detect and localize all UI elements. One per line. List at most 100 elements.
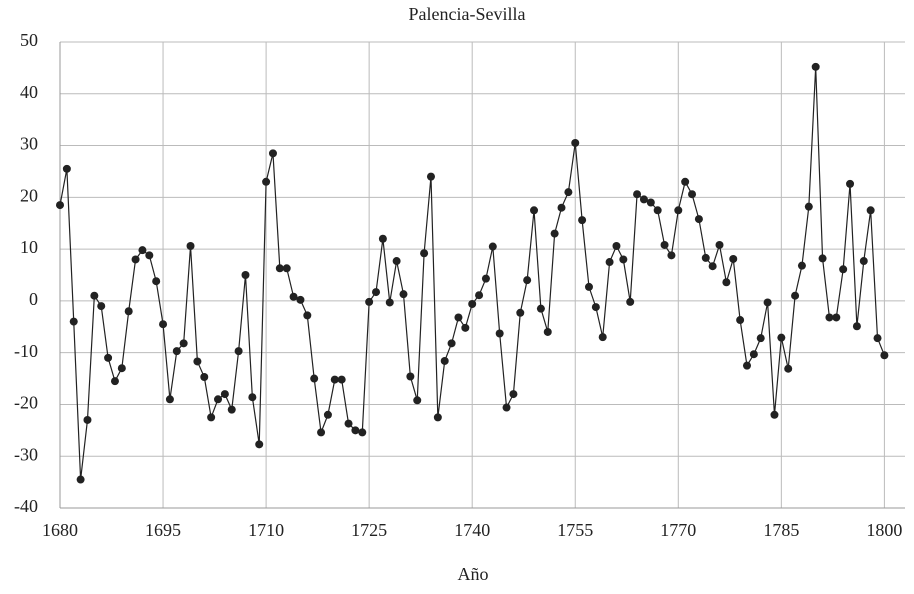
data-point	[859, 257, 868, 266]
data-point	[344, 419, 353, 428]
data-point	[62, 164, 71, 173]
data-point	[227, 405, 236, 414]
data-point	[323, 410, 332, 419]
data-point	[392, 257, 401, 266]
data-point	[83, 415, 92, 424]
data-point	[234, 347, 243, 356]
data-point	[612, 242, 621, 251]
data-point	[481, 274, 490, 283]
data-point	[530, 206, 539, 215]
data-point	[365, 297, 374, 306]
data-point	[385, 298, 394, 307]
data-point	[825, 313, 834, 322]
x-tick-label: 1695	[145, 520, 181, 540]
data-point	[571, 138, 580, 147]
data-point	[413, 396, 422, 405]
data-point	[104, 353, 113, 362]
x-tick-label: 1770	[660, 520, 696, 540]
x-axis-label: Año	[458, 564, 489, 584]
data-point	[516, 308, 525, 317]
data-point	[584, 282, 593, 291]
x-tick-label: 1755	[557, 520, 593, 540]
y-tick-label: -20	[14, 393, 38, 413]
data-point	[186, 242, 195, 251]
data-point	[76, 475, 85, 484]
data-point	[722, 278, 731, 287]
data-point	[275, 264, 284, 273]
data-point	[262, 177, 271, 186]
data-point	[420, 249, 429, 258]
x-tick-label: 1710	[248, 520, 284, 540]
data-point	[832, 313, 841, 322]
data-point	[605, 258, 614, 267]
data-point	[626, 297, 635, 306]
data-point	[763, 298, 772, 307]
data-point	[454, 313, 463, 322]
y-tick-label: 0	[29, 289, 38, 309]
data-point	[557, 203, 566, 212]
data-point	[681, 177, 690, 186]
data-point	[694, 215, 703, 224]
data-point	[69, 317, 78, 326]
data-point	[646, 198, 655, 207]
data-point	[220, 390, 229, 399]
data-point	[289, 292, 298, 301]
data-point	[633, 190, 642, 199]
data-point	[880, 351, 889, 360]
data-point	[303, 311, 312, 320]
data-point	[255, 440, 264, 449]
y-tick-label: 50	[20, 30, 38, 50]
data-point	[818, 254, 827, 263]
data-point	[756, 334, 765, 343]
data-point	[708, 262, 717, 271]
data-point	[804, 202, 813, 211]
data-point	[509, 390, 518, 399]
data-point	[543, 327, 552, 336]
y-tick-label: -10	[14, 341, 38, 361]
data-point	[97, 302, 106, 311]
data-point	[475, 291, 484, 300]
data-point	[811, 62, 820, 71]
y-tick-label: 30	[20, 134, 38, 154]
data-point	[536, 304, 545, 313]
data-point	[337, 375, 346, 384]
y-tick-label: 40	[20, 82, 38, 102]
data-point	[461, 323, 470, 332]
data-point	[172, 347, 181, 356]
data-point	[90, 291, 99, 300]
y-tick-label: 20	[20, 185, 38, 205]
data-point	[797, 261, 806, 270]
data-point	[846, 179, 855, 188]
data-point	[282, 264, 291, 273]
data-point	[131, 255, 140, 264]
data-point	[406, 372, 415, 381]
data-point	[358, 428, 367, 437]
data-point	[468, 299, 477, 308]
x-tick-label: 1725	[351, 520, 387, 540]
data-point	[770, 410, 779, 419]
data-point	[598, 333, 607, 342]
data-point	[550, 229, 559, 238]
data-point	[495, 329, 504, 338]
data-point	[426, 172, 435, 181]
data-point	[674, 206, 683, 215]
y-tick-label: -40	[14, 496, 38, 516]
data-point	[701, 253, 710, 262]
data-point	[447, 339, 456, 348]
data-point	[310, 374, 319, 383]
data-point	[653, 206, 662, 215]
data-point	[852, 322, 861, 331]
data-point	[433, 413, 442, 422]
data-point	[523, 276, 532, 285]
data-point	[784, 364, 793, 373]
data-point	[839, 265, 848, 274]
y-tick-label: -30	[14, 444, 38, 464]
data-point	[749, 350, 758, 359]
data-point	[145, 251, 154, 260]
x-tick-label: 1800	[866, 520, 902, 540]
data-point	[248, 393, 257, 402]
x-tick-label: 1785	[763, 520, 799, 540]
data-point	[742, 361, 751, 370]
data-point	[193, 357, 202, 366]
